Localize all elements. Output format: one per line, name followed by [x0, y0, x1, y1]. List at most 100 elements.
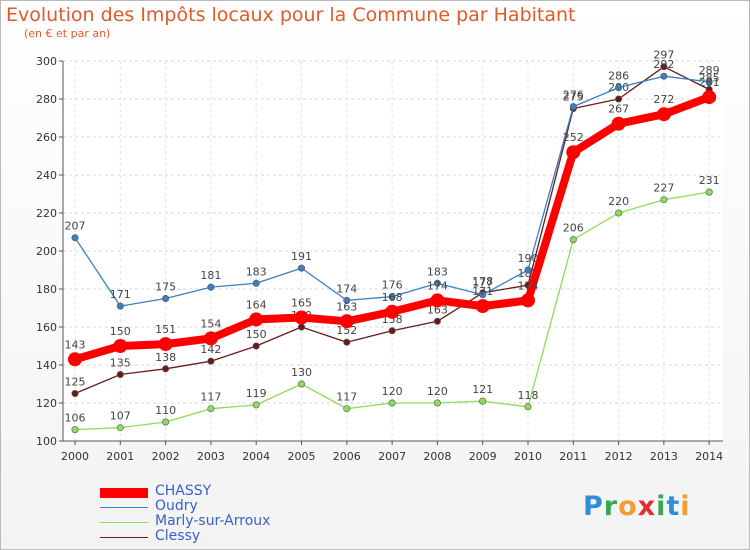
data-point-marly-sur-arroux	[660, 196, 668, 204]
data-label-oudry: 183	[246, 265, 267, 278]
data-point-clessy	[71, 389, 79, 397]
data-label-oudry: 276	[563, 89, 584, 102]
data-label-marly-sur-arroux: 120	[382, 385, 403, 398]
data-label-oudry: 171	[110, 288, 131, 301]
y-tick-label: 220	[36, 207, 57, 220]
data-point-chassy	[702, 90, 717, 105]
data-point-oudry	[207, 283, 215, 291]
data-label-marly-sur-arroux: 227	[653, 182, 674, 195]
data-point-clessy	[207, 357, 215, 365]
data-label-chassy: 150	[110, 325, 131, 338]
y-tick-label: 140	[36, 359, 57, 372]
y-tick-label: 200	[36, 245, 57, 258]
y-tick-label: 120	[36, 397, 57, 410]
x-tick-label: 2012	[605, 450, 633, 463]
proxiti-logo: Proxiti	[583, 491, 691, 522]
data-point-marly-sur-arroux	[569, 236, 577, 244]
data-point-clessy	[343, 338, 351, 346]
data-point-marly-sur-arroux	[162, 418, 170, 426]
data-point-chassy	[566, 145, 581, 160]
y-tick-label: 300	[36, 55, 57, 68]
y-tick-label: 280	[36, 93, 57, 106]
legend-swatch-clessy	[100, 537, 148, 538]
data-label-marly-sur-arroux: 106	[65, 412, 86, 425]
data-point-marly-sur-arroux	[524, 403, 532, 411]
data-point-oudry	[479, 291, 487, 299]
data-point-chassy	[158, 337, 173, 352]
data-label-marly-sur-arroux: 107	[110, 410, 131, 423]
data-point-clessy	[388, 327, 396, 335]
data-label-oudry: 183	[427, 265, 448, 278]
data-label-marly-sur-arroux: 121	[472, 383, 493, 396]
data-label-clessy: 125	[65, 376, 86, 389]
data-point-oudry	[615, 84, 623, 92]
chart-title: Evolution des Impôts locaux pour la Comm…	[6, 4, 576, 26]
data-point-oudry	[388, 293, 396, 301]
legend-label-clessy: Clessy	[155, 528, 201, 544]
data-point-clessy	[116, 370, 124, 378]
data-point-oudry	[71, 234, 79, 242]
data-label-chassy: 168	[382, 291, 403, 304]
y-tick-label: 260	[36, 131, 57, 144]
data-point-marly-sur-arroux	[252, 401, 260, 409]
legend-label-chassy: CHASSY	[155, 483, 212, 499]
data-label-chassy: 281	[699, 76, 720, 89]
data-point-chassy	[385, 304, 400, 319]
data-point-chassy	[113, 339, 128, 353]
data-label-chassy: 171	[472, 285, 493, 298]
data-label-chassy: 154	[200, 317, 221, 330]
data-point-chassy	[203, 331, 218, 346]
data-point-marly-sur-arroux	[297, 380, 305, 388]
x-tick-label: 2009	[469, 450, 497, 463]
x-tick-label: 2002	[152, 450, 180, 463]
data-label-marly-sur-arroux: 118	[518, 389, 539, 402]
x-tick-label: 2004	[242, 450, 270, 463]
y-tick-label: 240	[36, 169, 57, 182]
data-label-clessy: 150	[246, 328, 267, 341]
data-point-clessy	[162, 365, 170, 373]
data-point-oudry	[660, 72, 668, 80]
x-tick-label: 2006	[333, 450, 361, 463]
data-label-marly-sur-arroux: 120	[427, 385, 448, 398]
data-label-chassy: 164	[246, 298, 267, 311]
data-point-clessy	[660, 63, 668, 71]
y-tick-label: 180	[36, 283, 57, 296]
data-label-clessy: 135	[110, 357, 131, 370]
legend-label-oudry: Oudry	[155, 498, 198, 514]
x-tick-label: 2005	[288, 450, 316, 463]
data-label-oudry: 176	[382, 279, 403, 292]
data-point-oudry	[433, 279, 441, 287]
x-tick-label: 2011	[559, 450, 587, 463]
data-label-clessy: 163	[427, 303, 448, 316]
data-point-oudry	[297, 264, 305, 272]
legend-item-clessy: Clessy	[100, 528, 400, 545]
y-tick-label: 160	[36, 321, 57, 334]
data-point-chassy	[475, 299, 490, 314]
data-point-oudry	[569, 103, 577, 111]
data-point-chassy	[430, 293, 445, 308]
data-point-chassy	[611, 116, 626, 131]
x-tick-label: 2014	[695, 450, 723, 463]
data-label-chassy: 252	[563, 131, 584, 144]
data-point-clessy	[297, 323, 305, 331]
x-tick-label: 2013	[650, 450, 678, 463]
data-label-oudry: 292	[653, 58, 674, 71]
data-point-chassy	[68, 352, 82, 367]
data-point-chassy	[249, 312, 264, 327]
data-label-chassy: 165	[291, 297, 312, 310]
data-point-oudry	[162, 294, 170, 302]
data-point-marly-sur-arroux	[207, 405, 215, 413]
data-label-oudry: 181	[200, 269, 221, 282]
data-label-chassy: 267	[608, 103, 629, 116]
data-point-marly-sur-arroux	[615, 209, 623, 217]
data-label-oudry: 177	[472, 277, 493, 290]
data-label-chassy: 174	[427, 279, 448, 292]
data-label-oudry: 175	[155, 281, 176, 294]
legend-label-marly: Marly-sur-Arroux	[155, 513, 271, 529]
data-label-marly-sur-arroux: 130	[291, 366, 312, 379]
data-point-oudry	[705, 78, 713, 86]
data-label-oudry: 174	[336, 282, 357, 295]
data-label-marly-sur-arroux: 117	[200, 391, 221, 404]
x-tick-label: 2000	[61, 450, 89, 463]
data-label-marly-sur-arroux: 110	[155, 404, 176, 417]
